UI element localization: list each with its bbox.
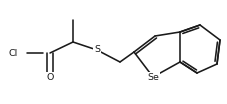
Text: S: S xyxy=(94,46,100,54)
Text: O: O xyxy=(46,72,54,82)
Text: Se: Se xyxy=(147,72,159,82)
Text: Cl: Cl xyxy=(9,48,18,58)
